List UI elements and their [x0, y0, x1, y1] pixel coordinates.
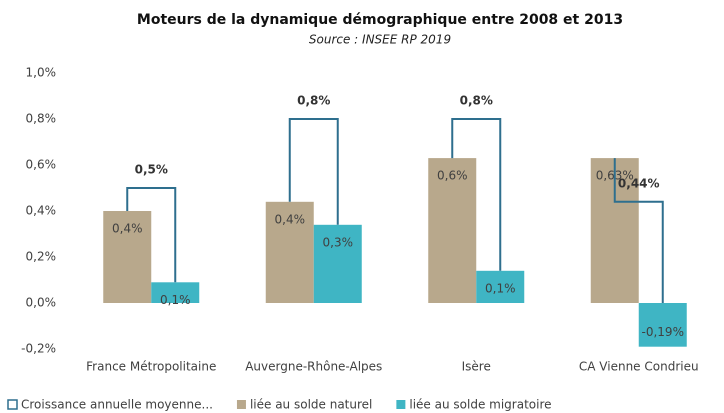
legend-swatch [396, 400, 406, 409]
x-tick-label: Auvergne-Rhône-Alpes [245, 360, 382, 374]
legend-label: liée au solde migratoire [409, 398, 551, 412]
bar [428, 158, 477, 303]
y-tick-label: 1,0% [26, 66, 57, 80]
data-label: 0,4% [112, 222, 143, 236]
bar [151, 282, 200, 303]
bracket [126, 187, 177, 283]
y-tick-label: 0,0% [26, 296, 57, 310]
x-tick-label: Isère [462, 360, 491, 374]
data-label: 0,5% [135, 163, 168, 177]
bar [476, 270, 525, 303]
bracket [288, 118, 339, 225]
x-tick-label: France Métropolitaine [86, 360, 216, 374]
bar [103, 211, 152, 303]
y-tick-label: 0,4% [26, 204, 57, 218]
data-label: 0,6% [437, 169, 468, 183]
bar [265, 201, 314, 303]
data-label: 0,4% [275, 212, 306, 226]
data-label: 0,44% [618, 176, 660, 190]
data-label: -0,19% [642, 325, 684, 339]
data-label: 0,1% [160, 293, 191, 307]
chart-title: Moteurs de la dynamique démographique en… [137, 12, 623, 28]
data-label: 0,3% [323, 235, 354, 249]
bracket [613, 158, 664, 303]
legend-swatch [236, 400, 246, 409]
x-tick-label: CA Vienne Condrieu [579, 360, 699, 374]
y-tick-label: 0,2% [26, 250, 57, 264]
bracket [451, 118, 502, 271]
y-tick-label: 0,8% [26, 112, 57, 126]
legend-swatch [7, 399, 18, 410]
y-tick-label: -0,2% [21, 342, 56, 356]
bar [313, 224, 362, 303]
data-label: 0,8% [460, 94, 493, 108]
data-label: 0,1% [485, 281, 516, 295]
y-tick-label: 0,6% [26, 158, 57, 172]
legend-label: liée au solde naturel [250, 398, 372, 412]
bar [638, 303, 687, 347]
chart-subtitle: Source : INSEE RP 2019 [309, 33, 451, 47]
data-label: 0,8% [297, 94, 330, 108]
legend-label: Croissance annuelle moyenne... [21, 398, 213, 412]
